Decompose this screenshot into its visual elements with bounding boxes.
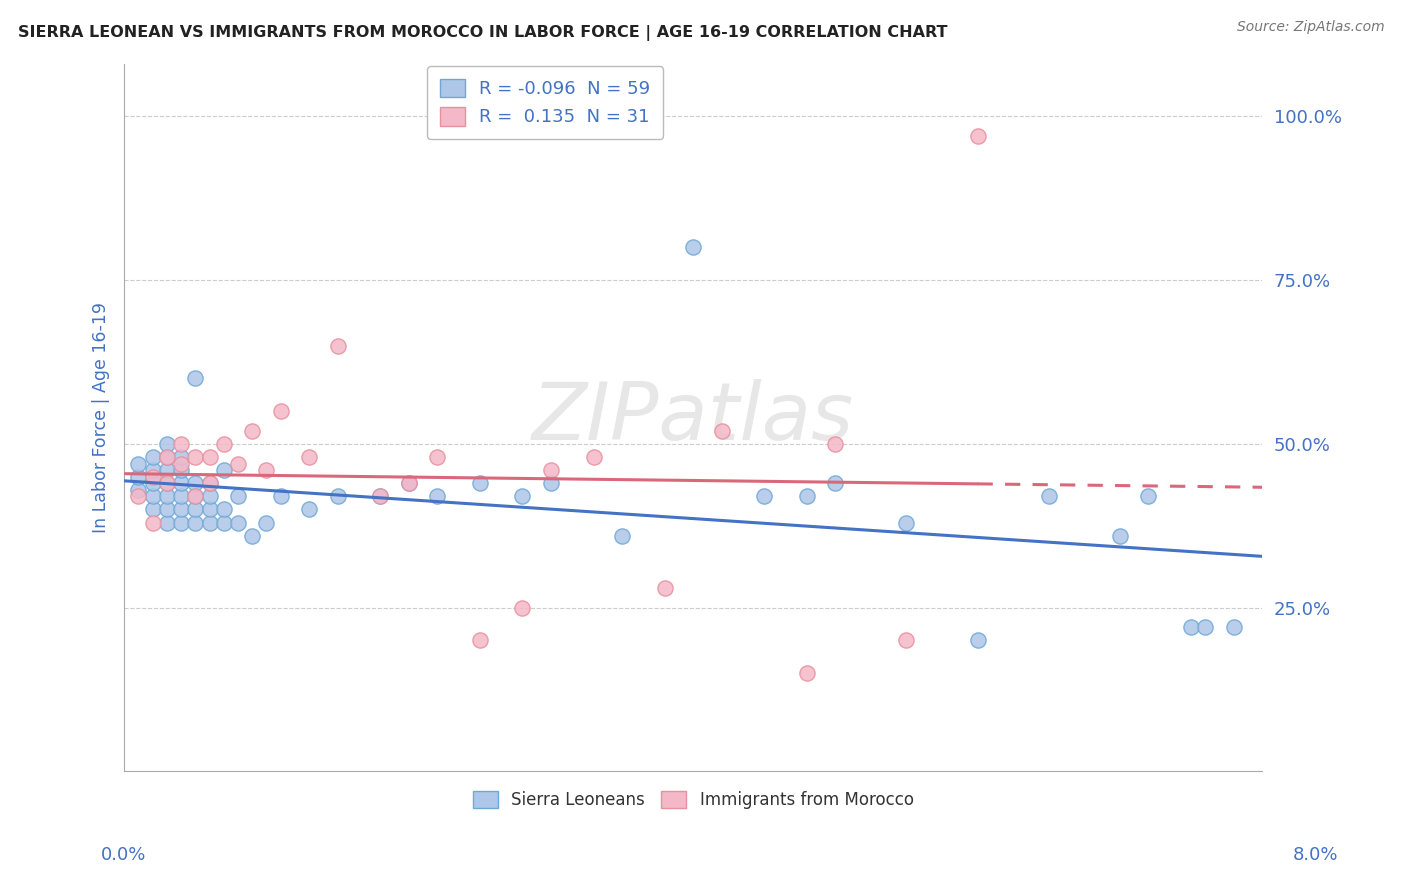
Point [156,450,179,464]
Point [682,240,704,254]
Point [156,437,179,451]
Point [966,633,988,648]
Point [156,476,179,491]
Point [142,489,165,503]
Point [256,463,278,477]
Point [170,489,193,503]
Point [142,469,165,483]
Point [142,463,165,477]
Point [127,457,149,471]
Point [966,129,988,144]
Point [170,457,193,471]
Point [184,476,207,491]
Point [226,489,249,503]
Point [184,489,207,503]
Point [198,450,221,464]
Point [398,476,420,491]
Point [796,666,818,681]
Point [184,489,207,503]
Point [824,437,846,451]
Point [398,476,420,491]
Point [127,489,149,503]
Point [426,450,449,464]
Point [256,516,278,530]
Point [198,489,221,503]
Point [170,516,193,530]
Point [326,489,349,503]
Point [156,476,179,491]
Point [156,516,179,530]
Point [170,450,193,464]
Text: SIERRA LEONEAN VS IMMIGRANTS FROM MOROCCO IN LABOR FORCE | AGE 16-19 CORRELATION: SIERRA LEONEAN VS IMMIGRANTS FROM MOROCC… [18,25,948,41]
Point [610,528,633,542]
Point [896,633,918,648]
Point [298,450,321,464]
Point [582,450,605,464]
Y-axis label: In Labor Force | Age 16-19: In Labor Force | Age 16-19 [93,302,110,533]
Point [1180,620,1202,634]
Point [1038,489,1060,503]
Point [127,483,149,497]
Point [156,450,179,464]
Point [468,633,491,648]
Point [170,463,193,477]
Point [198,516,221,530]
Point [156,463,179,477]
Point [156,489,179,503]
Point [240,528,263,542]
Point [298,502,321,516]
Point [142,516,165,530]
Point [1137,489,1160,503]
Point [212,437,235,451]
Point [212,502,235,516]
Point [184,371,207,385]
Point [240,424,263,438]
Point [198,476,221,491]
Point [270,489,292,503]
Point [426,489,449,503]
Point [540,476,562,491]
Point [212,463,235,477]
Point [1194,620,1216,634]
Point [142,502,165,516]
Point [184,502,207,516]
Point [824,476,846,491]
Point [198,502,221,516]
Point [896,516,918,530]
Text: 8.0%: 8.0% [1294,846,1339,863]
Point [1108,528,1130,542]
Point [127,469,149,483]
Point [796,489,818,503]
Point [468,476,491,491]
Text: 0.0%: 0.0% [101,846,146,863]
Point [368,489,391,503]
Point [142,476,165,491]
Point [184,516,207,530]
Point [1222,620,1244,634]
Point [184,450,207,464]
Point [170,502,193,516]
Point [156,502,179,516]
Point [226,457,249,471]
Point [142,450,165,464]
Point [326,339,349,353]
Point [198,476,221,491]
Point [654,581,676,595]
Point [368,489,391,503]
Point [754,489,776,503]
Text: Source: ZipAtlas.com: Source: ZipAtlas.com [1237,20,1385,34]
Point [226,516,249,530]
Point [710,424,733,438]
Point [170,476,193,491]
Legend: Sierra Leoneans, Immigrants from Morocco: Sierra Leoneans, Immigrants from Morocco [465,785,921,816]
Text: ZIPatlas: ZIPatlas [531,379,855,457]
Point [212,516,235,530]
Point [170,437,193,451]
Point [512,489,534,503]
Point [540,463,562,477]
Point [512,600,534,615]
Point [270,404,292,418]
